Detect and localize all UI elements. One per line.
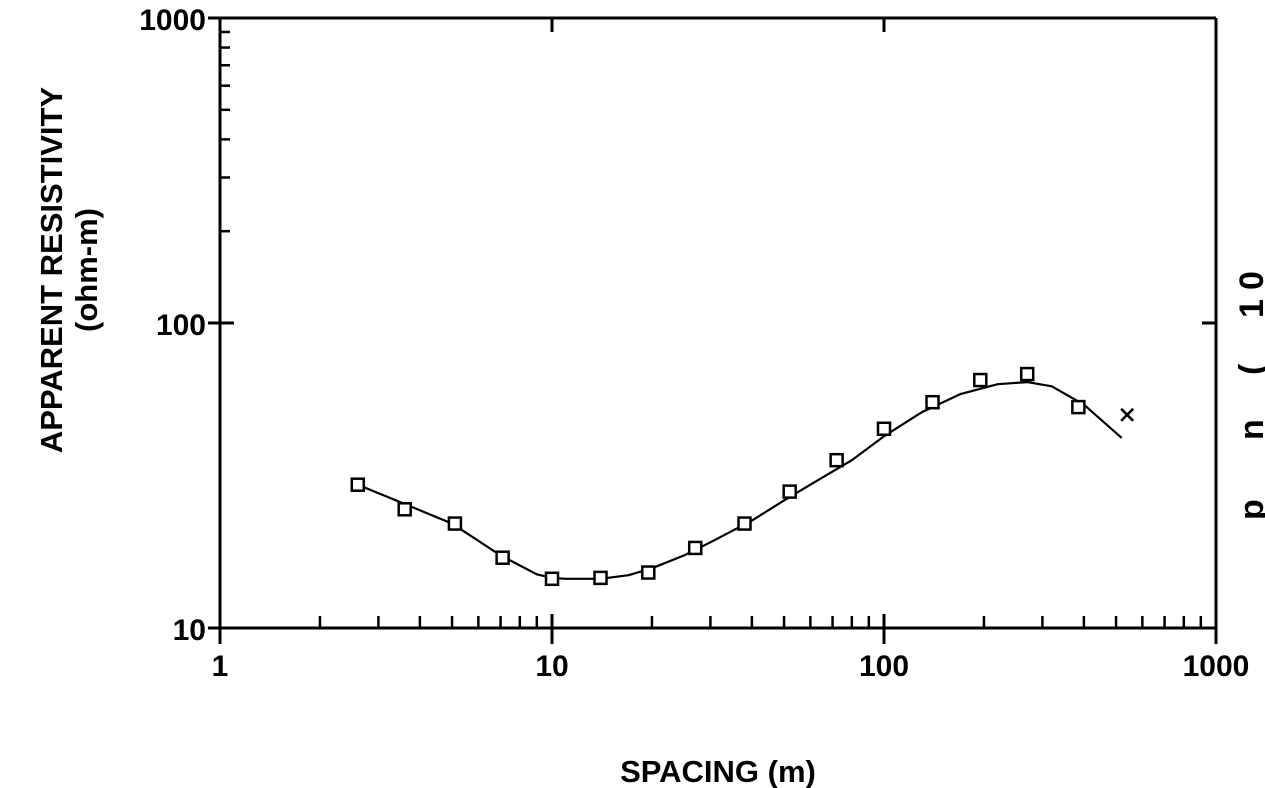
x-tick-label: 10 — [535, 650, 568, 683]
data-point-square — [925, 394, 940, 410]
data-point-square — [495, 550, 510, 565]
data-point-square — [447, 516, 463, 531]
y-axis-label-line1: APPARENT RESISTIVITY — [34, 87, 69, 454]
data-point-x-stroke — [1120, 407, 1135, 422]
data-point-square — [1071, 399, 1086, 415]
right-axis-label-fragment: p n ( 1 0 — [1233, 271, 1265, 520]
right-frag-3: ( — [1233, 363, 1265, 375]
data-point-square — [1019, 366, 1035, 382]
data-point-square — [397, 502, 412, 517]
plot-frame — [218, 16, 1218, 630]
x-tick-label: 1 — [212, 650, 229, 683]
data-point-square — [973, 372, 988, 388]
y-tick-labels: 10 100 1000 — [139, 4, 206, 647]
data-point-square — [641, 565, 656, 580]
y-axis-label: APPARENT RESISTIVITY (ohm-m) — [34, 87, 104, 454]
data-point-square — [350, 477, 366, 492]
right-frag-5: 0 — [1233, 271, 1265, 290]
data-point-square — [737, 516, 752, 531]
x-axis-label: SPACING (m) — [620, 754, 816, 788]
y-tick-label: 10 — [173, 614, 206, 647]
data-point-x — [1120, 407, 1135, 422]
data-points — [350, 366, 1135, 587]
x-tick-labels: 1 10 100 1000 — [212, 650, 1250, 683]
right-frag-2: n — [1233, 419, 1265, 440]
data-point-square — [782, 484, 797, 499]
data-point-square — [593, 570, 608, 586]
y-tick-label: 1000 — [139, 4, 206, 37]
y-tick-label: 100 — [156, 309, 206, 342]
x-tick-label: 100 — [859, 650, 909, 683]
data-point-square — [876, 421, 892, 437]
right-frag-4: 1 — [1233, 299, 1265, 318]
axis-ticks — [208, 16, 1218, 644]
model-curve — [357, 380, 1123, 580]
right-frag-1: p — [1233, 499, 1265, 520]
x-tick-label: 1000 — [1183, 650, 1250, 683]
y-axis-label-line2: (ohm-m) — [69, 208, 104, 332]
data-point-square — [687, 540, 703, 556]
data-point-square — [544, 571, 560, 587]
data-point-square — [829, 452, 844, 468]
